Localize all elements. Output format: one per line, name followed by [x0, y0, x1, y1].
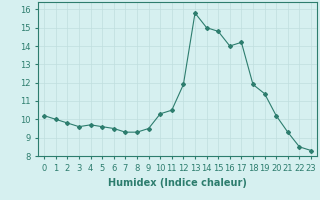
X-axis label: Humidex (Indice chaleur): Humidex (Indice chaleur) — [108, 178, 247, 188]
